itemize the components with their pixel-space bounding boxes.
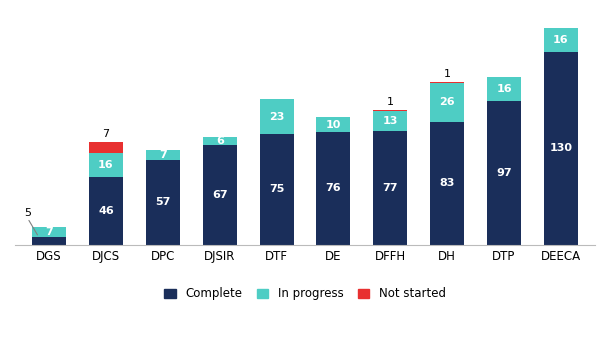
Bar [544,28,578,52]
Text: 26: 26 [439,97,455,107]
Text: 23: 23 [269,112,284,121]
Bar [373,110,407,111]
Bar [373,130,407,245]
Bar [259,134,293,245]
Bar [146,160,180,245]
Text: 76: 76 [326,184,341,193]
Bar [89,176,123,245]
Text: 67: 67 [212,190,228,200]
Bar [32,227,66,237]
Text: 57: 57 [155,197,171,208]
Text: 77: 77 [382,183,398,193]
Bar [146,150,180,160]
Bar [203,137,237,145]
Bar [32,237,66,245]
Bar [89,142,123,153]
Bar [487,101,521,245]
Text: 16: 16 [553,35,569,45]
Bar [259,99,293,134]
Text: 7: 7 [102,129,110,140]
Bar [544,52,578,245]
Text: 1: 1 [443,69,451,79]
Bar [203,145,237,245]
Bar [317,117,351,132]
Text: 6: 6 [216,136,224,146]
Text: 16: 16 [496,84,512,94]
Text: 7: 7 [45,227,53,237]
Bar [430,82,464,83]
Text: 5: 5 [24,208,31,218]
Text: 10: 10 [326,120,341,130]
Bar [430,83,464,122]
Text: 46: 46 [98,206,114,216]
Text: 130: 130 [550,143,572,153]
Text: 16: 16 [98,160,114,170]
Text: 7: 7 [159,150,167,160]
Bar [430,122,464,245]
Bar [89,153,123,176]
Bar [373,111,407,130]
Legend: Complete, In progress, Not started: Complete, In progress, Not started [159,283,451,305]
Text: 1: 1 [387,97,394,107]
Text: 13: 13 [382,116,398,126]
Text: 75: 75 [269,184,284,194]
Bar [317,132,351,245]
Text: 83: 83 [439,178,455,188]
Text: 97: 97 [496,168,512,178]
Bar [487,77,521,101]
